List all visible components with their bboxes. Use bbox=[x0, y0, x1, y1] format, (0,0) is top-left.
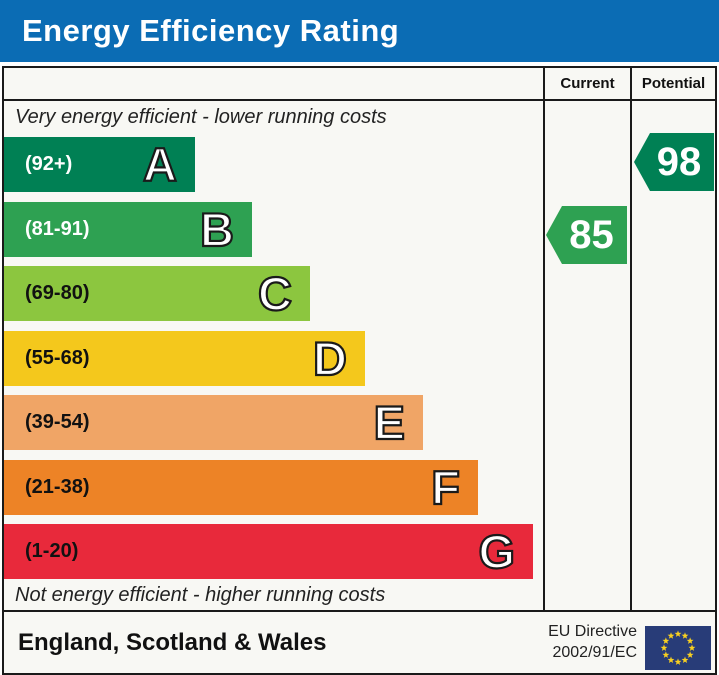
band-letter: A bbox=[142, 137, 178, 192]
page-title: Energy Efficiency Rating bbox=[22, 13, 400, 48]
band-letter: G bbox=[477, 524, 516, 579]
column-header-current: Current bbox=[560, 75, 615, 92]
band-letter: C bbox=[257, 266, 293, 321]
column-divider-potential bbox=[630, 66, 632, 612]
band-range-label: (21-38) bbox=[25, 476, 90, 498]
band-row-b: (81-91) B bbox=[4, 202, 252, 257]
potential-rating-marker: 98 bbox=[634, 133, 714, 191]
band-range-label: (81-91) bbox=[25, 218, 90, 240]
band-range-label: (92+) bbox=[25, 153, 73, 175]
band-row-c: (69-80) C bbox=[4, 266, 310, 321]
potential-rating-value: 98 bbox=[656, 139, 702, 184]
band-range-label: (1-20) bbox=[25, 540, 79, 562]
eu-directive-line2: 2002/91/EC bbox=[552, 644, 637, 661]
band-letter: D bbox=[312, 331, 348, 386]
band-letter: E bbox=[373, 395, 407, 450]
eu-directive-line1: EU Directive bbox=[548, 623, 637, 640]
band-row-a: (92+) A bbox=[4, 137, 195, 192]
column-divider-current bbox=[543, 66, 545, 612]
band-row-g: (1-20) G bbox=[4, 524, 533, 579]
footer: England, Scotland & Wales EU Directive 2… bbox=[2, 610, 717, 675]
note-not-efficient: Not energy efficient - higher running co… bbox=[15, 584, 386, 606]
current-rating-marker: 85 bbox=[546, 206, 627, 264]
band-row-d: (55-68) D bbox=[4, 331, 365, 386]
title-bar: Energy Efficiency Rating bbox=[0, 0, 719, 62]
band-range-label: (55-68) bbox=[25, 347, 90, 369]
region-label: England, Scotland & Wales bbox=[18, 629, 327, 656]
band-letter: B bbox=[199, 202, 235, 257]
band-row-e: (39-54) E bbox=[4, 395, 423, 450]
column-header-potential: Potential bbox=[641, 75, 706, 92]
current-rating-value: 85 bbox=[569, 212, 614, 257]
band-row-f: (21-38) F bbox=[4, 460, 478, 515]
eu-directive-label: EU Directive 2002/91/EC bbox=[437, 621, 637, 663]
band-letter: F bbox=[430, 460, 461, 515]
eu-flag-icon bbox=[645, 626, 711, 670]
header-underline bbox=[2, 99, 717, 101]
band-range-label: (69-80) bbox=[25, 282, 90, 304]
note-very-efficient: Very energy efficient - lower running co… bbox=[15, 106, 387, 128]
band-range-label: (39-54) bbox=[25, 411, 90, 433]
